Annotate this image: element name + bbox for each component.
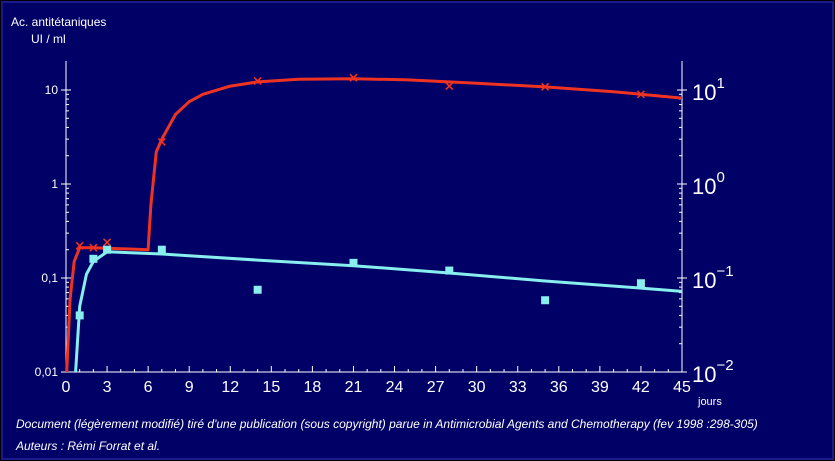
series-1-point (157, 137, 166, 147)
y-tick-label-right: 10−2 (692, 357, 734, 387)
series-2-curve (74, 250, 683, 373)
series-2-point (541, 296, 550, 305)
y-tick-label-left: 10 (45, 83, 59, 97)
series-2-point (636, 279, 645, 288)
x-tick-label: 3 (103, 379, 112, 396)
x-tick-label: 33 (509, 379, 527, 396)
series-2-point (157, 245, 166, 254)
x-tick-label: 27 (427, 379, 445, 396)
series-1-point (253, 76, 262, 85)
series-1-point (445, 82, 454, 91)
x-tick-label: 6 (144, 379, 153, 396)
series-2-point (103, 245, 112, 254)
series-1-point (636, 90, 645, 99)
x-tick-label: 21 (345, 379, 363, 396)
x-tick-label: 36 (550, 379, 568, 396)
y-tick-label-right: 100 (692, 169, 725, 199)
y-tick-label-left: 1 (51, 177, 58, 191)
y-tick-label-left: 0,1 (41, 271, 58, 285)
series-1-point (103, 238, 112, 247)
x-axis-label: jours (697, 396, 722, 408)
series-1-curve (65, 77, 683, 373)
y-tick-label-right: 101 (692, 75, 725, 105)
x-tick-label: 18 (304, 379, 322, 396)
series-2-point (445, 266, 454, 275)
x-tick-label: 9 (185, 379, 194, 396)
x-tick-label: 42 (632, 379, 650, 396)
series-1-point (75, 241, 84, 250)
y-tick-label-left: 0,01 (35, 365, 59, 379)
series-1-point (541, 82, 550, 91)
x-tick-label: 12 (221, 379, 239, 396)
x-tick-label: 0 (62, 379, 71, 396)
series-2-point (75, 311, 84, 320)
source-caption: Document (légèrement modifié) tiré d'une… (16, 417, 758, 431)
x-tick-label: 30 (468, 379, 486, 396)
authors-caption: Auteurs : Rémi Forrat et al. (16, 439, 161, 453)
antitetanic-antibody-chart: 0 3 6 9 12 15 18 21 24 27 30 33 36 39 42 45jours1010,10… (35, 61, 734, 408)
x-tick-label: 45 (673, 379, 691, 396)
series-1-point (89, 243, 98, 252)
y-axis-label-line2: UI / ml (31, 32, 66, 46)
y-tick-label-right: 10−1 (692, 263, 734, 293)
y-axis-label-line1: Ac. antitétaniques (11, 15, 107, 29)
series-2-point (349, 258, 358, 267)
x-tick-label: 15 (262, 379, 280, 396)
x-tick-label: 39 (591, 379, 609, 396)
series-2-point (253, 285, 262, 294)
series-2-point (89, 254, 98, 263)
series-1-point (349, 73, 358, 82)
x-tick-label: 24 (386, 379, 404, 396)
